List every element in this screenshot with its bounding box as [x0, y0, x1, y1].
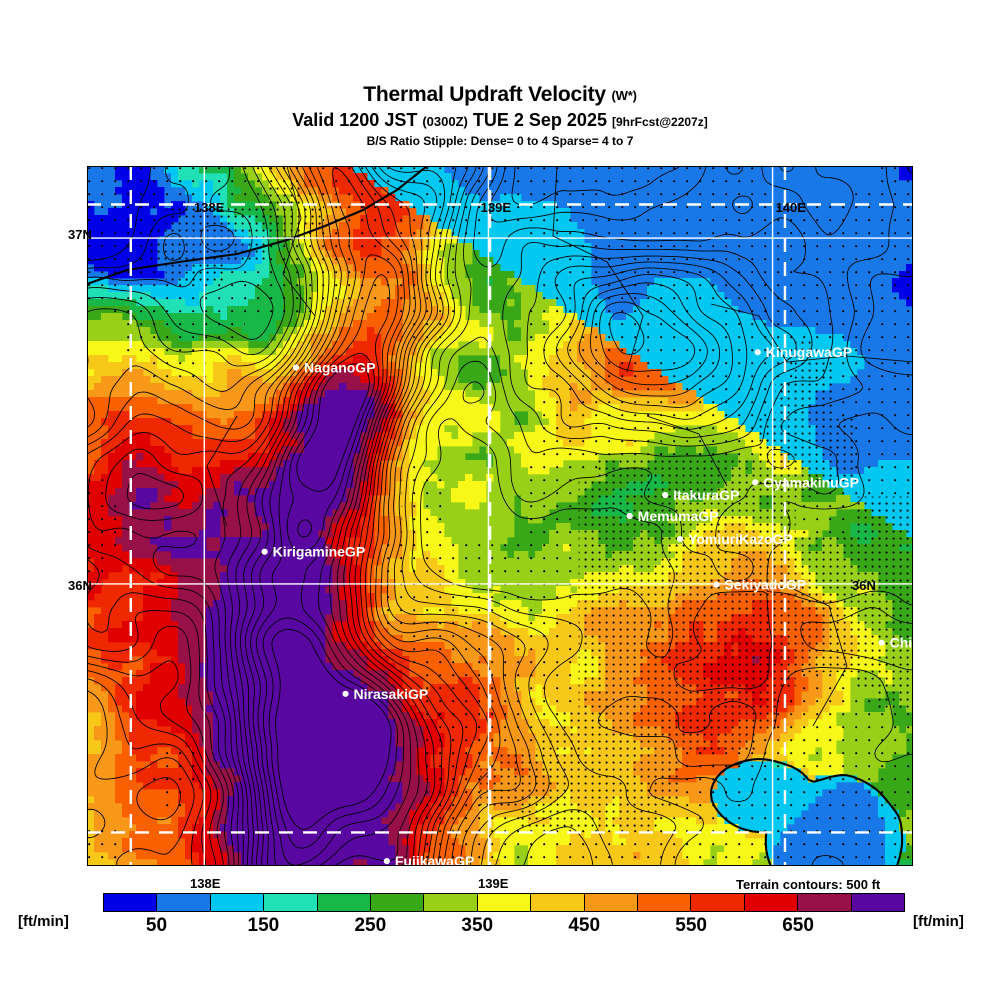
colorbar-band-5: [371, 894, 425, 911]
lat-lon-grid-layer: 138E 139E 140E: [87, 166, 913, 866]
valid-time-local: Valid 1200 JST: [292, 110, 418, 130]
bs-ratio-stipple-layer: [87, 166, 913, 866]
waypoint-FujikawaGP[interactable]: FujikawaGP: [383, 853, 474, 866]
colorbar-legend: [ft/min] [ft/min] 50 150 250 350 450 550 650: [0, 893, 1000, 939]
waypoint-label: MemumaGP: [638, 508, 719, 524]
forecast-tag: [9hrFcst@2207z]: [611, 115, 708, 129]
waypoint-Chitose[interactable]: Chitose: [878, 635, 913, 651]
colorbar-band-2: [210, 894, 265, 911]
stipple-sparse: [87, 166, 913, 866]
waypoint-dot: [342, 690, 349, 697]
colorbar-band-8: [531, 894, 585, 911]
lon-label-top-139E: 139E: [481, 200, 512, 215]
colorbar-swatches[interactable]: [103, 893, 905, 912]
waypoint-OyamakinuGP[interactable]: OyamakinuGP: [752, 474, 859, 490]
colorbar-tick-150: 150: [247, 915, 280, 936]
waypoint-dot: [752, 479, 759, 486]
colorbar-band-13: [798, 894, 852, 911]
colorbar-band-1: [157, 894, 211, 911]
terrain-contour-layer: [87, 166, 913, 866]
lon-label-139e-bottom: 139E: [478, 876, 509, 891]
waypoint-NirasakiGP[interactable]: NirasakiGP: [342, 686, 428, 702]
stipple-dense: [146, 185, 913, 828]
colorbar-band-12: [744, 894, 799, 911]
colorbar-tick-650: 650: [782, 915, 814, 936]
waypoint-layer: NaganoGP KirigamineGP NirasakiGP FujikawaGP…: [261, 344, 913, 866]
coastline-layer: [87, 166, 904, 866]
colorbar-band-6: [424, 894, 478, 911]
waypoint-dot: [754, 349, 761, 356]
main-title-subscript: (W*): [611, 88, 637, 103]
colorbar-tick-250: 250: [354, 915, 387, 936]
colorbar-tick-350: 350: [461, 915, 494, 936]
waypoint-label: SekiyadoGP: [724, 577, 806, 593]
waypoint-label: KirigamineGP: [273, 544, 366, 560]
colorbar-band-14: [851, 894, 905, 911]
lon-label-138e-bottom: 138E: [190, 876, 221, 891]
valid-date: TUE 2 Sep 2025: [472, 110, 607, 130]
lon-label-top-138E: 138E: [194, 200, 225, 215]
valid-time-line: Valid 1200 JST (0300Z) TUE 2 Sep 2025 [9…: [0, 110, 1000, 132]
waypoint-dot: [261, 548, 268, 555]
waypoint-dot: [878, 639, 885, 646]
lon-label-top-140E: 140E: [776, 200, 807, 215]
page-title: Thermal Updraft Velocity (W*): [0, 84, 1000, 106]
waypoint-YomiuriKazoGP[interactable]: YomiuriKazoGP: [676, 531, 793, 547]
waypoint-KirigamineGP[interactable]: KirigamineGP: [261, 544, 365, 560]
waypoint-KinugawaGP[interactable]: KinugawaGP: [754, 344, 852, 360]
waypoint-label: Chitose: [890, 635, 913, 651]
colorbar-tick-450: 450: [568, 915, 601, 936]
colorbar-band-10: [638, 894, 692, 911]
units-label-left: [ft/min]: [18, 913, 69, 930]
waypoint-SekiyadoGP[interactable]: SekiyadoGP: [713, 577, 806, 593]
waypoint-label: YomiuriKazoGP: [688, 531, 793, 547]
waypoint-label: ItakuraGP: [673, 487, 739, 503]
colorbar-tick-550: 550: [675, 915, 707, 936]
colorbar-band-3: [264, 894, 318, 911]
waypoint-label: NirasakiGP: [354, 686, 429, 702]
waypoint-MemumaGP[interactable]: MemumaGP: [626, 508, 719, 524]
waypoint-label: FujikawaGP: [395, 853, 474, 866]
colorbar-band-4: [317, 894, 372, 911]
waypoint-dot: [676, 536, 684, 543]
colorbar-band-7: [477, 894, 532, 911]
waypoint-dot: [626, 512, 633, 520]
colorbar-band-11: [691, 894, 745, 911]
field-band: [87, 166, 913, 866]
waypoint-dot: [713, 581, 720, 588]
waypoint-label: KinugawaGP: [766, 344, 852, 360]
main-title-text: Thermal Updraft Velocity: [363, 83, 606, 106]
terrain-contour-note: Terrain contours: 500 ft: [736, 877, 881, 892]
valid-time-zulu: (0300Z): [422, 114, 468, 129]
units-label-right: [ft/min]: [913, 913, 964, 930]
terrain-contours: [87, 166, 913, 866]
political-boundaries: [206, 166, 913, 727]
title-block: Thermal Updraft Velocity (W*) Valid 1200…: [0, 84, 1000, 148]
colorbar-band-9: [584, 894, 639, 911]
coastline: [87, 166, 904, 866]
lat-label-36n-left: 36N: [68, 578, 92, 593]
colorbar-tick-50: 50: [145, 915, 168, 936]
field-band: [129, 383, 403, 866]
forecast-map[interactable]: 138E 139E 140E NaganoGP KirigamineGP Nirasak…: [87, 166, 913, 866]
field-band: [87, 166, 893, 866]
waypoint-dot: [662, 491, 669, 499]
lat-label-36n-right: 36N: [852, 578, 876, 593]
waypoint-NaganoGP[interactable]: NaganoGP: [292, 360, 376, 376]
colorbar-band-0: [104, 894, 158, 911]
waypoint-ItakuraGP[interactable]: ItakuraGP: [662, 487, 739, 503]
lat-label-37n-left: 37N: [68, 227, 92, 242]
map-canvas[interactable]: 138E 139E 140E NaganoGP KirigamineGP Nirasak…: [87, 166, 913, 866]
waypoint-dot: [383, 858, 390, 865]
field-band: [87, 166, 913, 860]
field-band: [87, 166, 823, 866]
stipple-legend-note: B/S Ratio Stipple: Dense= 0 to 4 Sparse=…: [366, 134, 634, 148]
waypoint-dot: [292, 364, 300, 371]
waypoint-label: NaganoGP: [304, 360, 376, 376]
waypoint-label: OyamakinuGP: [763, 474, 859, 490]
